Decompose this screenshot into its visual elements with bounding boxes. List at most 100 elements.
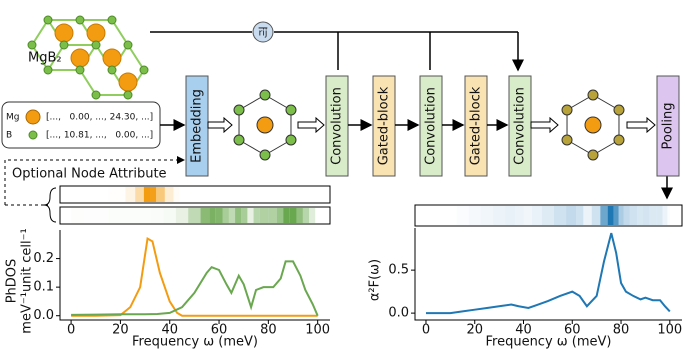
strip-cell <box>591 206 601 225</box>
graph-center <box>584 116 602 134</box>
strip-cell <box>468 206 481 225</box>
brace <box>43 187 57 223</box>
series-line <box>71 260 319 317</box>
graph-node <box>561 134 573 146</box>
y-axis-label: α²F(ω) <box>368 259 383 301</box>
strip-cell <box>281 187 306 202</box>
strip-cell <box>108 187 125 202</box>
strip-cell <box>151 208 163 223</box>
strip-cell <box>514 206 524 225</box>
strip-cell <box>125 187 136 202</box>
y-tick-label: 0.0 <box>388 306 409 321</box>
strip-cell <box>289 208 297 223</box>
series-line <box>425 232 671 315</box>
x-axis-label: Frequency ω (meV) <box>132 335 258 349</box>
block <box>372 75 396 177</box>
edge-node <box>252 21 274 43</box>
block-label: Gated-block <box>469 86 484 165</box>
block <box>464 75 488 177</box>
graph-node <box>561 104 573 116</box>
block-label: Convolution <box>424 87 439 165</box>
x-tick-label: 20 <box>112 323 129 338</box>
strip-cell <box>493 206 506 225</box>
strip-cell <box>200 208 210 223</box>
strip-cell <box>296 208 303 223</box>
strip-cell <box>188 208 201 223</box>
strip-cell <box>305 187 317 202</box>
strip-cell <box>231 187 256 202</box>
graph-node <box>285 104 297 116</box>
x-tick-label: 0 <box>422 323 430 338</box>
y-axis-label: meV⁻¹unit cell⁻¹ <box>20 228 35 333</box>
strip-cell <box>268 208 277 223</box>
graph-node <box>259 89 271 101</box>
x-tick-label: 100 <box>305 323 330 338</box>
graph-center <box>256 116 274 134</box>
strip-cell <box>180 187 189 202</box>
strip-cell <box>235 208 242 223</box>
strip-cell <box>228 208 236 223</box>
x-tick-label: 40 <box>161 323 178 338</box>
y-axis-label: PhDOS <box>5 259 20 304</box>
block <box>325 75 349 177</box>
strip-cell <box>541 206 554 225</box>
strip-cell <box>83 208 108 223</box>
axes <box>414 228 682 321</box>
strip-cell <box>276 208 284 223</box>
optional-label: Optional Node Attribute <box>12 167 167 182</box>
strip-cell <box>566 206 576 225</box>
input-vector: [..., 10.81, ..., 0.00, ...] <box>46 131 153 141</box>
hollow-arrow <box>530 116 559 134</box>
hollow-arrow <box>207 116 233 134</box>
graph-node <box>587 149 599 161</box>
block <box>656 75 680 177</box>
edge-feature: rij <box>259 29 268 39</box>
strip-cell <box>108 208 133 223</box>
strip-cell <box>241 208 248 223</box>
strip-cell <box>259 208 269 223</box>
strip-cell <box>143 187 150 202</box>
strip-cell <box>215 208 223 223</box>
y-tick-label: 0.0 <box>33 308 54 323</box>
hollow-arrow <box>626 116 656 134</box>
x-tick-label: 80 <box>260 323 277 338</box>
strip-cell <box>600 206 608 225</box>
strip-cell <box>523 206 533 225</box>
strip-cell <box>623 206 630 225</box>
strip-frame <box>59 185 331 204</box>
strip-cell <box>135 187 144 202</box>
series-line <box>71 236 318 317</box>
axes <box>59 230 330 321</box>
x-tick-label: 0 <box>67 323 75 338</box>
strip-cell <box>456 206 468 225</box>
y-tick-label: 0.1 <box>33 280 54 295</box>
strip-cell <box>188 187 206 202</box>
strip-cell <box>71 208 83 223</box>
edge-arrows <box>337 32 518 70</box>
hollow-arrow <box>297 116 325 134</box>
block-label: Pooling <box>661 103 676 150</box>
strip-cell <box>656 206 663 225</box>
block-label: Gated-block <box>377 86 392 165</box>
strip-cell <box>150 187 157 202</box>
strip-cell <box>209 208 216 223</box>
graph-node <box>587 89 599 101</box>
strip-cell <box>642 206 650 225</box>
x-tick-label: 40 <box>515 323 532 338</box>
strip-cell <box>156 187 165 202</box>
strip-cell <box>618 206 624 225</box>
strip-cell <box>315 208 317 223</box>
strip-cell <box>309 208 316 223</box>
strip-cell <box>613 206 619 225</box>
material-label: MgB₂ <box>28 51 62 66</box>
x-tick-label: 100 <box>657 323 682 338</box>
x-axis-label: Frequency ω (meV) <box>485 335 611 349</box>
graph-node <box>285 134 297 146</box>
strip-cell <box>222 208 229 223</box>
strip-cell <box>302 208 310 223</box>
input-label: Mg <box>6 113 19 123</box>
mg-node <box>25 109 41 125</box>
strip-cell <box>426 206 438 225</box>
strip-cell <box>553 206 567 225</box>
